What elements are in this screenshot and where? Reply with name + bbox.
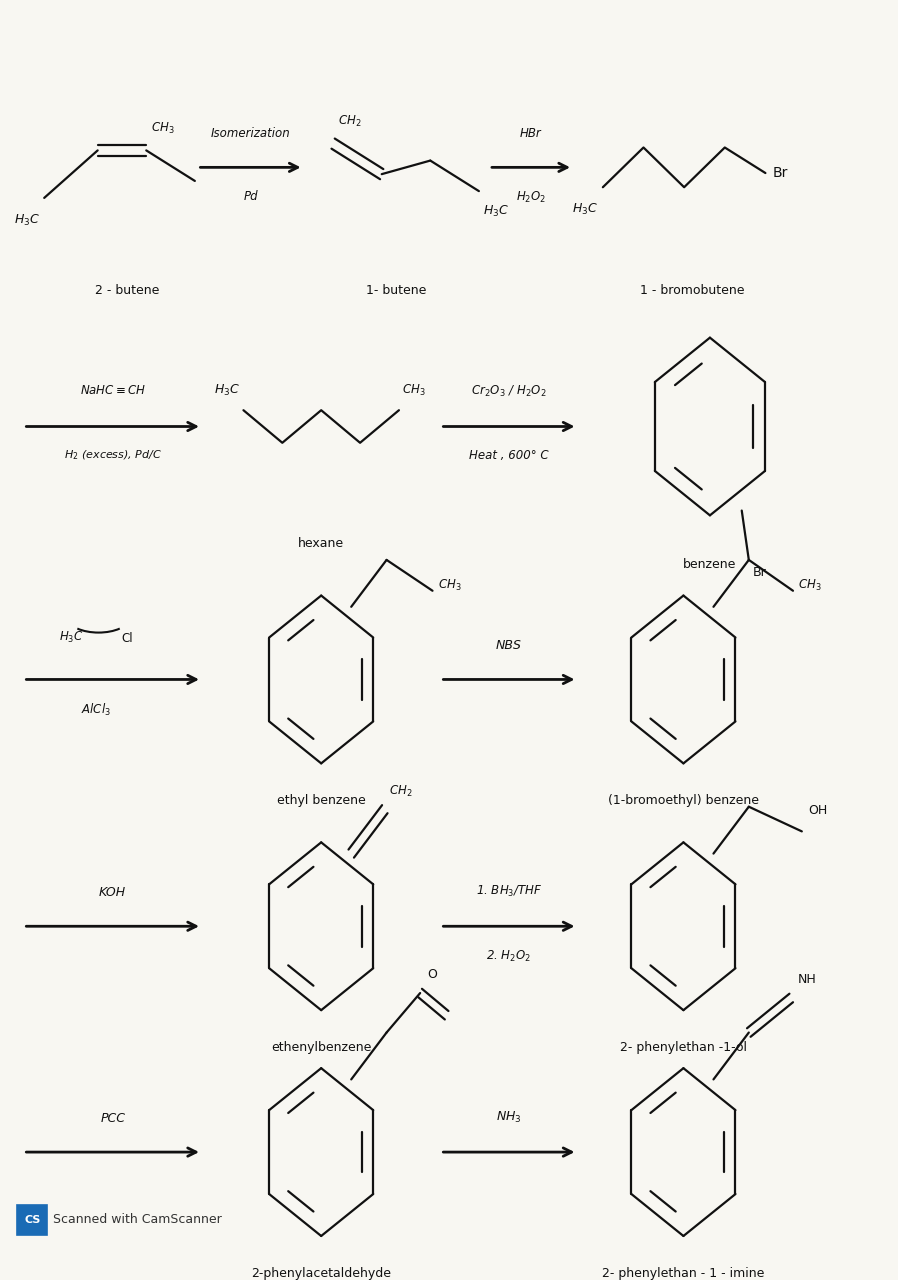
Text: 2- phenylethan - 1 - imine: 2- phenylethan - 1 - imine bbox=[603, 1266, 764, 1280]
Text: NH$_3$: NH$_3$ bbox=[496, 1110, 522, 1125]
Text: OH: OH bbox=[808, 804, 827, 817]
Text: Br: Br bbox=[772, 166, 788, 180]
Text: H$_2$ (excess), Pd/C: H$_2$ (excess), Pd/C bbox=[64, 449, 162, 462]
Text: Cl: Cl bbox=[121, 632, 133, 645]
Text: NH: NH bbox=[797, 973, 816, 986]
Text: 1. BH$_3$/THF: 1. BH$_3$/THF bbox=[476, 884, 542, 899]
Text: 1- butene: 1- butene bbox=[366, 284, 427, 297]
Text: $CH_3$: $CH_3$ bbox=[798, 579, 822, 594]
Text: 2-phenylacetaldehyde: 2-phenylacetaldehyde bbox=[251, 1266, 392, 1280]
Text: Isomerization: Isomerization bbox=[211, 127, 290, 141]
Text: $H_3C$: $H_3C$ bbox=[13, 212, 40, 228]
Text: Br: Br bbox=[753, 566, 767, 579]
Text: O: O bbox=[427, 968, 437, 980]
Text: NaHC$\equiv$CH: NaHC$\equiv$CH bbox=[80, 384, 145, 397]
Text: 2 - butene: 2 - butene bbox=[94, 284, 159, 297]
Text: $H_3C$: $H_3C$ bbox=[483, 204, 509, 219]
Text: ethenylbenzene: ethenylbenzene bbox=[271, 1041, 372, 1053]
Text: Cr$_2$O$_3$ / H$_2$O$_2$: Cr$_2$O$_3$ / H$_2$O$_2$ bbox=[471, 384, 547, 399]
Text: $H_3C$: $H_3C$ bbox=[214, 383, 240, 398]
Text: hexane: hexane bbox=[298, 538, 344, 550]
Text: HBr: HBr bbox=[520, 127, 541, 141]
Text: Heat , 600° C: Heat , 600° C bbox=[469, 449, 549, 462]
Text: AlCl$_3$: AlCl$_3$ bbox=[81, 701, 111, 718]
Text: $CH_3$: $CH_3$ bbox=[438, 579, 462, 594]
Text: $CH_2$: $CH_2$ bbox=[389, 785, 413, 799]
Text: $CH_3$: $CH_3$ bbox=[402, 383, 426, 398]
Text: NBS: NBS bbox=[496, 639, 522, 653]
Text: $H_3C$: $H_3C$ bbox=[59, 630, 84, 645]
Text: $CH_2$: $CH_2$ bbox=[338, 114, 361, 129]
Text: benzene: benzene bbox=[683, 558, 736, 571]
Text: ethyl benzene: ethyl benzene bbox=[277, 794, 365, 806]
Text: 2. H$_2$O$_2$: 2. H$_2$O$_2$ bbox=[487, 948, 532, 964]
Text: KOH: KOH bbox=[99, 886, 127, 899]
FancyBboxPatch shape bbox=[17, 1206, 48, 1235]
Text: H$_2$O$_2$: H$_2$O$_2$ bbox=[515, 189, 546, 205]
Text: (1-bromoethyl) benzene: (1-bromoethyl) benzene bbox=[608, 794, 759, 806]
Text: PCC: PCC bbox=[101, 1112, 125, 1125]
Text: $H_3C$: $H_3C$ bbox=[572, 202, 598, 218]
Text: 2- phenylethan -1-ol: 2- phenylethan -1-ol bbox=[620, 1041, 747, 1053]
Text: 1 - bromobutene: 1 - bromobutene bbox=[640, 284, 744, 297]
Text: Scanned with CamScanner: Scanned with CamScanner bbox=[54, 1213, 222, 1226]
Text: CS: CS bbox=[24, 1215, 40, 1225]
Text: $CH_3$: $CH_3$ bbox=[151, 120, 174, 136]
Text: Pd: Pd bbox=[243, 189, 258, 202]
